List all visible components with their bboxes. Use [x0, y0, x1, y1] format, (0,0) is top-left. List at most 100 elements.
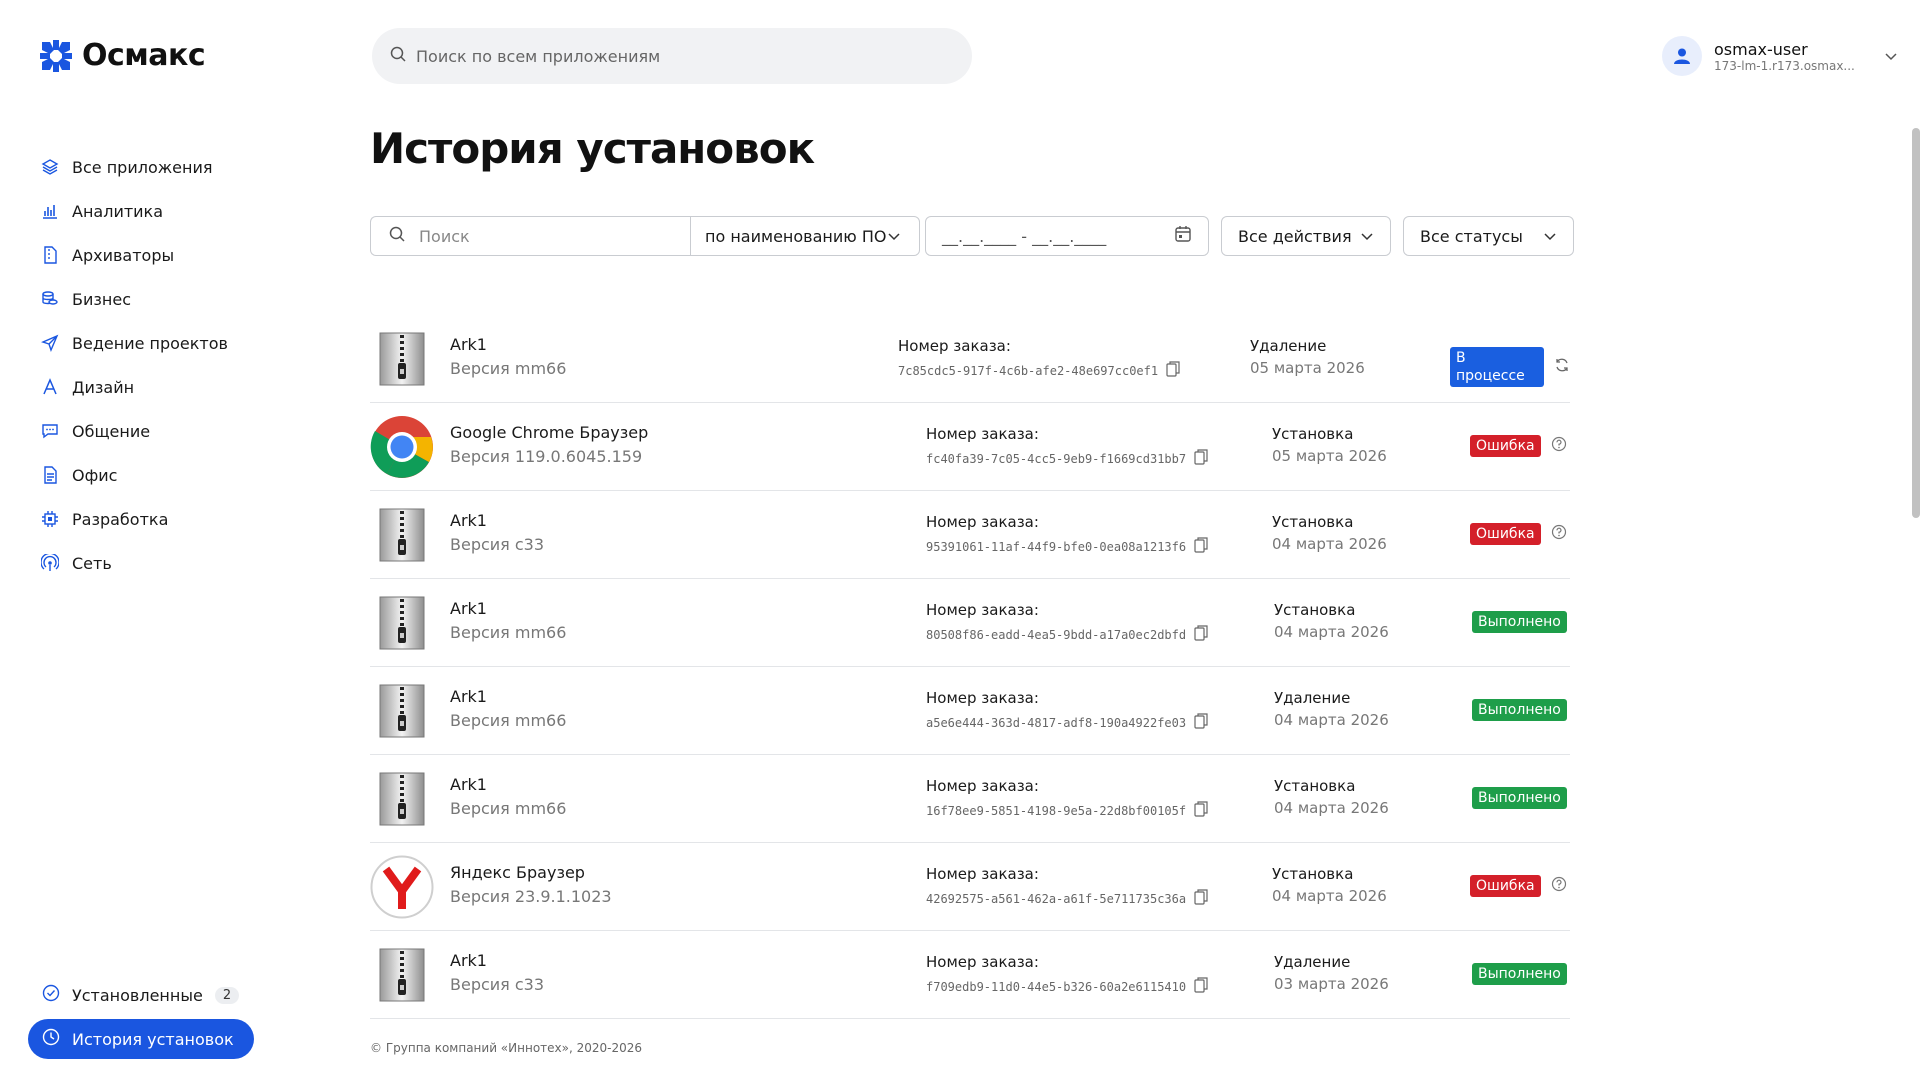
copy-icon[interactable] [1194, 537, 1208, 556]
help-icon[interactable] [1551, 524, 1567, 544]
history-row[interactable]: Яндекс Браузер Версия 23.9.1.1023 Номер … [370, 843, 1570, 931]
calendar-icon[interactable] [1174, 225, 1192, 247]
status-badge: Ошибка [1470, 875, 1541, 897]
statuses-dropdown[interactable]: Все статусы [1403, 216, 1574, 256]
clock-icon [42, 1028, 60, 1050]
sidebar-item-analytics[interactable]: Аналитика [40, 189, 228, 233]
search-icon [390, 46, 406, 66]
history-row[interactable]: Ark1 Версия mm66 Номер заказа: a5e6e444-… [370, 667, 1570, 755]
sidebar-item-label: Дизайн [72, 377, 135, 397]
copy-icon[interactable] [1194, 801, 1208, 820]
history-row[interactable]: Ark1 Версия mm66 Номер заказа: 7c85cdc5-… [370, 315, 1570, 403]
chevron-down-icon[interactable] [1884, 47, 1898, 66]
sidebar-item-history[interactable]: История установок [28, 1019, 254, 1059]
copy-icon[interactable] [1194, 625, 1208, 644]
sidebar-item-business[interactable]: Бизнес [40, 277, 228, 321]
action-date: 04 марта 2026 [1272, 887, 1387, 905]
app-name: Ark1 [450, 511, 487, 530]
user-menu[interactable]: osmax-user 173-lm-1.r173.osmax... [1662, 36, 1898, 76]
app-version: Версия 119.0.6045.159 [450, 447, 643, 466]
order-info: Номер заказа: 16f78ee9-5851-4198-9e5a-22… [926, 777, 1208, 820]
help-icon[interactable] [1551, 876, 1567, 896]
global-search-input[interactable] [416, 46, 936, 66]
action-date: 04 марта 2026 [1274, 799, 1389, 817]
action-type: Установка [1272, 513, 1354, 531]
archive-app-icon [370, 679, 434, 743]
status-cell: Выполнено [1472, 611, 1567, 633]
archive-app-icon [370, 327, 434, 391]
action-type: Удаление [1274, 689, 1351, 707]
sidebar-item-label: Бизнес [72, 289, 131, 309]
help-icon[interactable] [1551, 436, 1567, 456]
user-host: 173-lm-1.r173.osmax... [1714, 58, 1855, 73]
brand-name: Осмакс [82, 38, 206, 73]
copy-icon[interactable] [1194, 889, 1208, 908]
action-info: Удаление 03 марта 2026 [1274, 953, 1389, 993]
app-name: Ark1 [450, 951, 487, 970]
app-version: Версия c33 [450, 975, 545, 994]
action-date: 04 марта 2026 [1272, 535, 1387, 553]
archive-app-icon [370, 591, 434, 655]
status-cell: Ошибка [1470, 523, 1567, 545]
copy-icon[interactable] [1166, 361, 1180, 380]
logo[interactable]: Осмакс [40, 38, 206, 73]
order-label: Номер заказа: [926, 865, 1039, 883]
order-label: Номер заказа: [898, 337, 1011, 355]
app-name: Google Chrome Браузер [450, 423, 649, 442]
order-id: a5e6e444-363d-4817-adf8-190a4922fe03 [926, 713, 1208, 732]
sidebar-item-label: Ведение проектов [72, 333, 228, 353]
sidebar-item-projects[interactable]: Ведение проектов [40, 321, 228, 365]
sidebar-item-archivers[interactable]: Архиваторы [40, 233, 228, 277]
sidebar-item-all-apps[interactable]: Все приложения [40, 145, 228, 189]
sidebar-item-label: Офис [72, 465, 118, 485]
yandex-icon [370, 855, 434, 919]
history-row[interactable]: Ark1 Версия mm66 Номер заказа: 16f78ee9-… [370, 755, 1570, 843]
chevron-down-icon [1360, 227, 1374, 246]
page-scrollbar[interactable] [1912, 128, 1920, 518]
copy-icon[interactable] [1194, 449, 1208, 468]
copy-icon[interactable] [1194, 713, 1208, 732]
actions-dropdown[interactable]: Все действия [1221, 216, 1391, 256]
chevron-down-icon [887, 227, 901, 246]
statuses-value: Все статусы [1420, 226, 1523, 246]
copy-icon[interactable] [1194, 977, 1208, 996]
status-badge: Ошибка [1470, 523, 1541, 545]
sidebar-item-label: Архиваторы [72, 245, 175, 265]
order-id: 95391061-11af-44f9-bfe0-0ea08a1213f6 [926, 537, 1208, 556]
order-info: Номер заказа: fc40fa39-7c05-4cc5-9eb9-f1… [926, 425, 1208, 468]
date-range-value: __.__.____ - __.__.____ [942, 226, 1107, 246]
app-version: Версия mm66 [450, 359, 567, 378]
order-id: 42692575-a561-462a-a61f-5e711735c36a [926, 889, 1208, 908]
refresh-icon[interactable] [1554, 357, 1570, 377]
app-version: Версия c33 [450, 535, 545, 554]
history-search-input[interactable] [419, 226, 669, 246]
action-date: 05 марта 2026 [1272, 447, 1387, 465]
action-type: Установка [1274, 601, 1356, 619]
sidebar-item-office[interactable]: Офис [40, 453, 228, 497]
sidebar-item-installed[interactable]: Установленные 2 [28, 975, 254, 1015]
status-badge: В процессе [1450, 347, 1544, 387]
sidebar-nav: Все приложения Аналитика Архиваторы Бизн… [40, 145, 228, 585]
archive-app-icon [370, 943, 434, 1007]
order-label: Номер заказа: [926, 777, 1039, 795]
history-row[interactable]: Ark1 Версия c33 Номер заказа: 95391061-1… [370, 491, 1570, 579]
order-info: Номер заказа: 95391061-11af-44f9-bfe0-0e… [926, 513, 1208, 556]
history-row[interactable]: Ark1 Версия c33 Номер заказа: f709edb9-1… [370, 931, 1570, 1019]
action-info: Удаление 05 марта 2026 [1250, 337, 1365, 377]
sidebar-item-communication[interactable]: Общение [40, 409, 228, 453]
action-info: Установка 05 марта 2026 [1272, 425, 1387, 465]
date-range-picker[interactable]: __.__.____ - __.__.____ [925, 216, 1209, 256]
sidebar-item-network[interactable]: Сеть [40, 541, 228, 585]
history-row[interactable]: Ark1 Версия mm66 Номер заказа: 80508f86-… [370, 579, 1570, 667]
sidebar-item-design[interactable]: Дизайн [40, 365, 228, 409]
search-by-dropdown[interactable]: по наименованию ПО [690, 216, 920, 256]
sidebar-item-development[interactable]: Разработка [40, 497, 228, 541]
global-search[interactable] [372, 28, 972, 84]
installed-count-badge: 2 [214, 986, 240, 1004]
page-title: История установок [370, 124, 815, 173]
status-badge: Выполнено [1472, 963, 1567, 985]
status-badge: Выполнено [1472, 611, 1567, 633]
history-row[interactable]: Google Chrome Браузер Версия 119.0.6045.… [370, 403, 1570, 491]
history-search[interactable] [370, 216, 690, 256]
order-id: f709edb9-11d0-44e5-b326-60a2e6115410 [926, 977, 1208, 996]
